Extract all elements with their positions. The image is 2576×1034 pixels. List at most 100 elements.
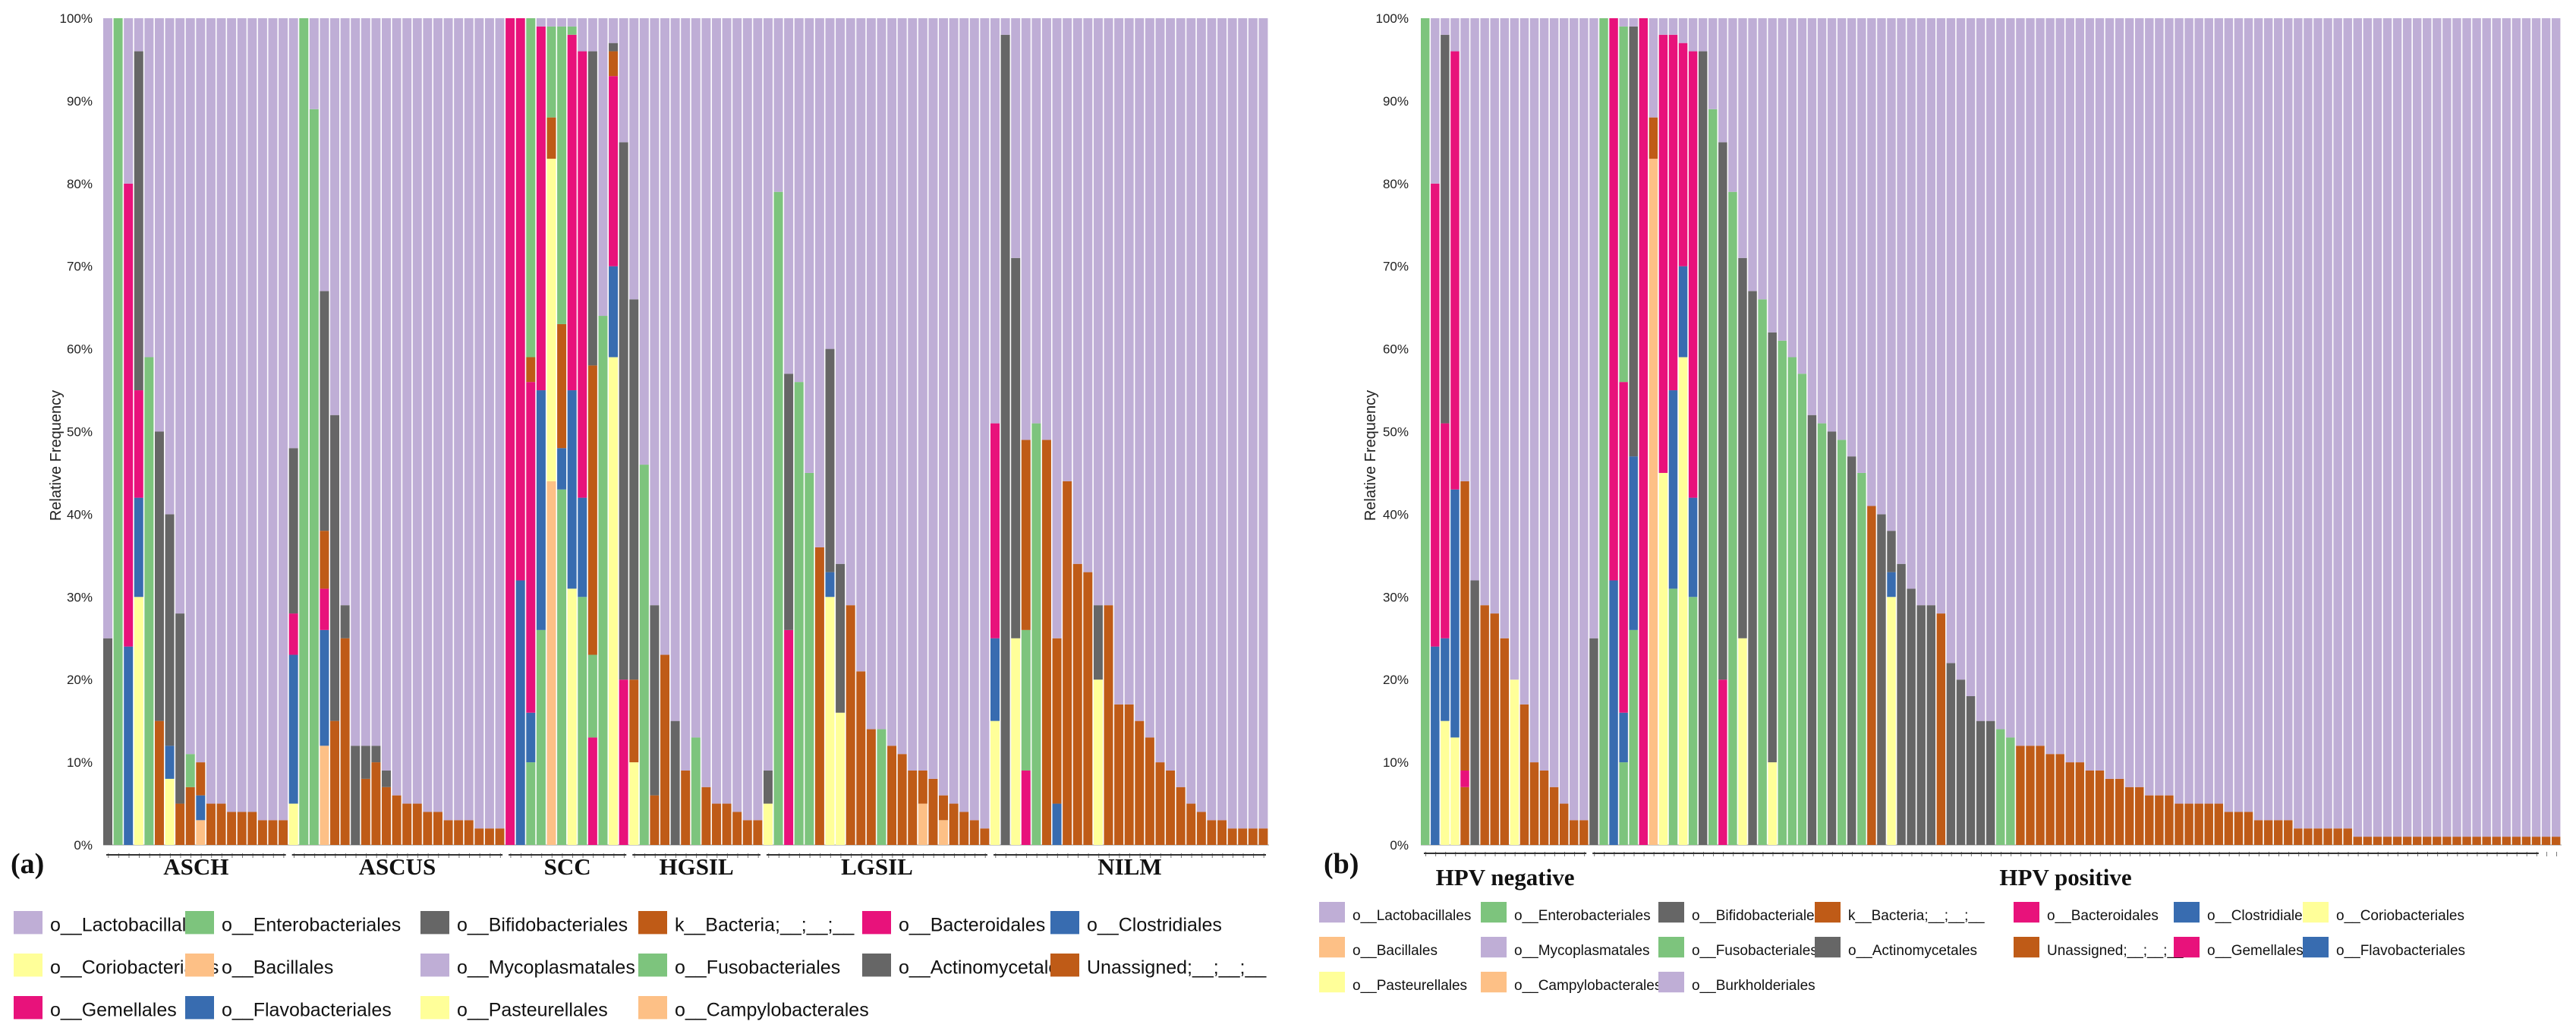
- panel-a-bar-segment-k-bacteria: [856, 671, 866, 845]
- panel-b-bar-segment-o-lactobacillales: [2065, 18, 2074, 763]
- panel-b-bar: [1450, 18, 1460, 845]
- panel-a-bar-segment-k-bacteria: [1217, 820, 1227, 845]
- panel-a-bar: [784, 18, 794, 845]
- panel-b-bar-segment-o-bifidobacteriales: [1748, 291, 1757, 845]
- panel-b-bar: [1649, 18, 1658, 845]
- panel-b-bar-segment-o-lactobacillales: [1996, 18, 2005, 730]
- panel-b-bar-segment-o-lactobacillales: [1431, 18, 1440, 184]
- panel-b-bar-segment-o-lactobacillales: [2373, 18, 2382, 837]
- panel-a-bar-segment-o-clostridiales: [567, 390, 577, 589]
- panel-a-bar-segment-o-clostridiales: [515, 580, 525, 845]
- panel-b-bar-segment-o-enterobacteriales: [1797, 374, 1807, 845]
- panel-b-bar-segment-o-lactobacillales: [2115, 18, 2124, 779]
- panel-a-bar: [371, 18, 381, 845]
- panel-a-bar-segment-o-bifidobacteriales: [619, 142, 628, 680]
- panel-a-bar: [980, 18, 990, 845]
- panel-b-bar-segment-o-lactobacillales: [1579, 18, 1589, 821]
- panel-b-bar-segment-o-lactobacillales: [1976, 18, 1986, 721]
- panel-a-legend-swatch: [1050, 954, 1079, 977]
- panel-b-ytick: 90%: [1383, 94, 1409, 109]
- panel-a-bar-segment-o-lactobacillales: [897, 18, 907, 755]
- panel-a-bar-segment-o-bifidobacteriales: [587, 51, 597, 366]
- panel-b-bar: [1738, 18, 1747, 845]
- panel-a-bar-segment-o-lactobacillales: [1166, 18, 1176, 771]
- panel-b-bar: [1441, 18, 1450, 845]
- panel-a-legend-item-o-bifidobacteriales: o__Bifidobacteriales: [420, 911, 628, 936]
- panel-b-bar: [2174, 18, 2184, 845]
- panel-b-bar-segment-k-bacteria: [2234, 812, 2244, 845]
- panel-b-legend-item-o-pasteurellales: o__Pasteurellales: [1319, 972, 1467, 994]
- panel-a-bar-segment-o-lactobacillales: [361, 18, 370, 746]
- panel-a-bar-segment-k-bacteria: [1258, 828, 1268, 845]
- panel-b-bar-segment-k-bacteria: [2165, 795, 2174, 845]
- panel-b-legend: o__Lactobacillales o__Enterobacteriales o_…: [1319, 902, 2465, 994]
- panel-b-bar-segment-o-lactobacillales: [2194, 18, 2203, 804]
- panel-b-bar-segment-o-lactobacillales: [2006, 18, 2015, 738]
- panel-b-bar: [2036, 18, 2045, 845]
- panel-a-group-label-lgsil: LGSIL: [841, 853, 913, 880]
- panel-a-bar: [1104, 18, 1113, 845]
- panel-a-bar-segment-k-bacteria: [609, 51, 619, 77]
- panel-b-bar-segment-o-lactobacillales: [2294, 18, 2303, 829]
- panel-b-bar: [1778, 18, 1787, 846]
- panel-a-bar: [154, 18, 164, 845]
- panel-b-bar-segment-o-bifidobacteriales: [1807, 415, 1817, 845]
- panel-b-bar-segment-o-lactobacillales: [2462, 18, 2471, 837]
- panel-b-bar-segment-o-bifidobacteriales: [1956, 679, 1966, 845]
- panel-a-bar-segment-o-lactobacillales: [619, 18, 628, 143]
- panel-b-bar-segment-k-bacteria: [1579, 820, 1589, 845]
- panel-a-bar-segment-o-lactobacillales: [1063, 18, 1072, 481]
- panel-a-bar-segment-o-enterobacteriales: [526, 18, 536, 358]
- panel-b-bar-segment-k-bacteria: [2124, 787, 2134, 845]
- panel-a-bar: [805, 18, 814, 845]
- panel-a-bar: [495, 18, 505, 845]
- panel-b-bar: [2353, 18, 2363, 845]
- panel-b-bar-segment-o-coriobacteriales: [1768, 762, 1777, 845]
- panel-a-bar-segment-o-lactobacillales: [484, 18, 494, 829]
- panel-a-bar-segment-k-bacteria: [443, 820, 453, 845]
- panel-a-bar-segment-o-coriobacteriales: [1093, 679, 1103, 845]
- panel-a-bar: [773, 18, 783, 845]
- panel-a-bar-segment-o-bifidobacteriales: [103, 638, 112, 845]
- panel-b-group-label-hpv-negative: HPV negative: [1436, 864, 1575, 891]
- panel-a-bar-segment-o-enterobacteriales: [546, 26, 556, 118]
- panel-a-bar: [1000, 18, 1010, 845]
- panel-a-bar: [134, 18, 143, 845]
- panel-b-bar-segment-k-bacteria: [2442, 837, 2452, 845]
- panel-b-bar: [1629, 18, 1638, 845]
- panel-a-bar: [196, 18, 206, 845]
- panel-b-bar-segment-o-lactobacillales: [1946, 18, 1956, 664]
- panel-a-bar-segment-k-bacteria: [1155, 762, 1165, 845]
- panel-a-bar: [711, 18, 721, 845]
- panel-a-bar: [918, 18, 927, 845]
- panel-b-bar-segment-o-lactobacillales: [2234, 18, 2244, 812]
- panel-b-bar-segment-k-bacteria: [2373, 837, 2382, 845]
- panel-a-bar: [361, 18, 370, 845]
- panel-b-bar: [2085, 18, 2095, 845]
- panel-a-bar-segment-k-bacteria: [928, 778, 938, 845]
- panel-a-bar: [484, 18, 494, 845]
- panel-b-bar: [2492, 18, 2501, 845]
- panel-a-bar: [1031, 18, 1041, 845]
- panel-b-bar: [1708, 18, 1718, 846]
- panel-a-bar: [587, 18, 597, 845]
- panel-b-bar-segment-o-clostridiales: [1887, 572, 1896, 597]
- panel-b-bar: [2382, 18, 2392, 845]
- panel-a-bar-segment-k-bacteria: [866, 729, 876, 845]
- panel-b-bar-segment-o-bifidobacteriales: [1629, 26, 1638, 457]
- panel-a-bar-segment-o-bifidobacteriales: [609, 43, 619, 52]
- panel-a-bar-segment-k-bacteria: [1072, 563, 1082, 845]
- panel-a-bar-segment-o-enterobacteriales: [299, 18, 309, 845]
- panel-b-bar-segment-o-bacteroidales: [1639, 18, 1648, 845]
- panel-b-bar-segment-o-lactobacillales: [1698, 18, 1708, 52]
- panel-a-bar-segment-o-enterobacteriales: [309, 109, 319, 846]
- panel-b-bar-segment-o-coriobacteriales: [1450, 737, 1460, 845]
- panel-a-bar: [464, 18, 474, 845]
- panel-a-bar-segment-o-lactobacillales: [908, 18, 918, 771]
- panel-a-bar-segment-o-lactobacillales: [1011, 18, 1021, 258]
- panel-a-bar-segment-o-lactobacillales: [949, 18, 959, 804]
- panel-a-bar-segment-o-lactobacillales: [134, 18, 143, 52]
- panel-b-bar-segment-o-lactobacillales: [1450, 18, 1460, 52]
- panel-a-bar: [897, 18, 907, 845]
- panel-b-bar-segment-k-bacteria: [2472, 837, 2481, 845]
